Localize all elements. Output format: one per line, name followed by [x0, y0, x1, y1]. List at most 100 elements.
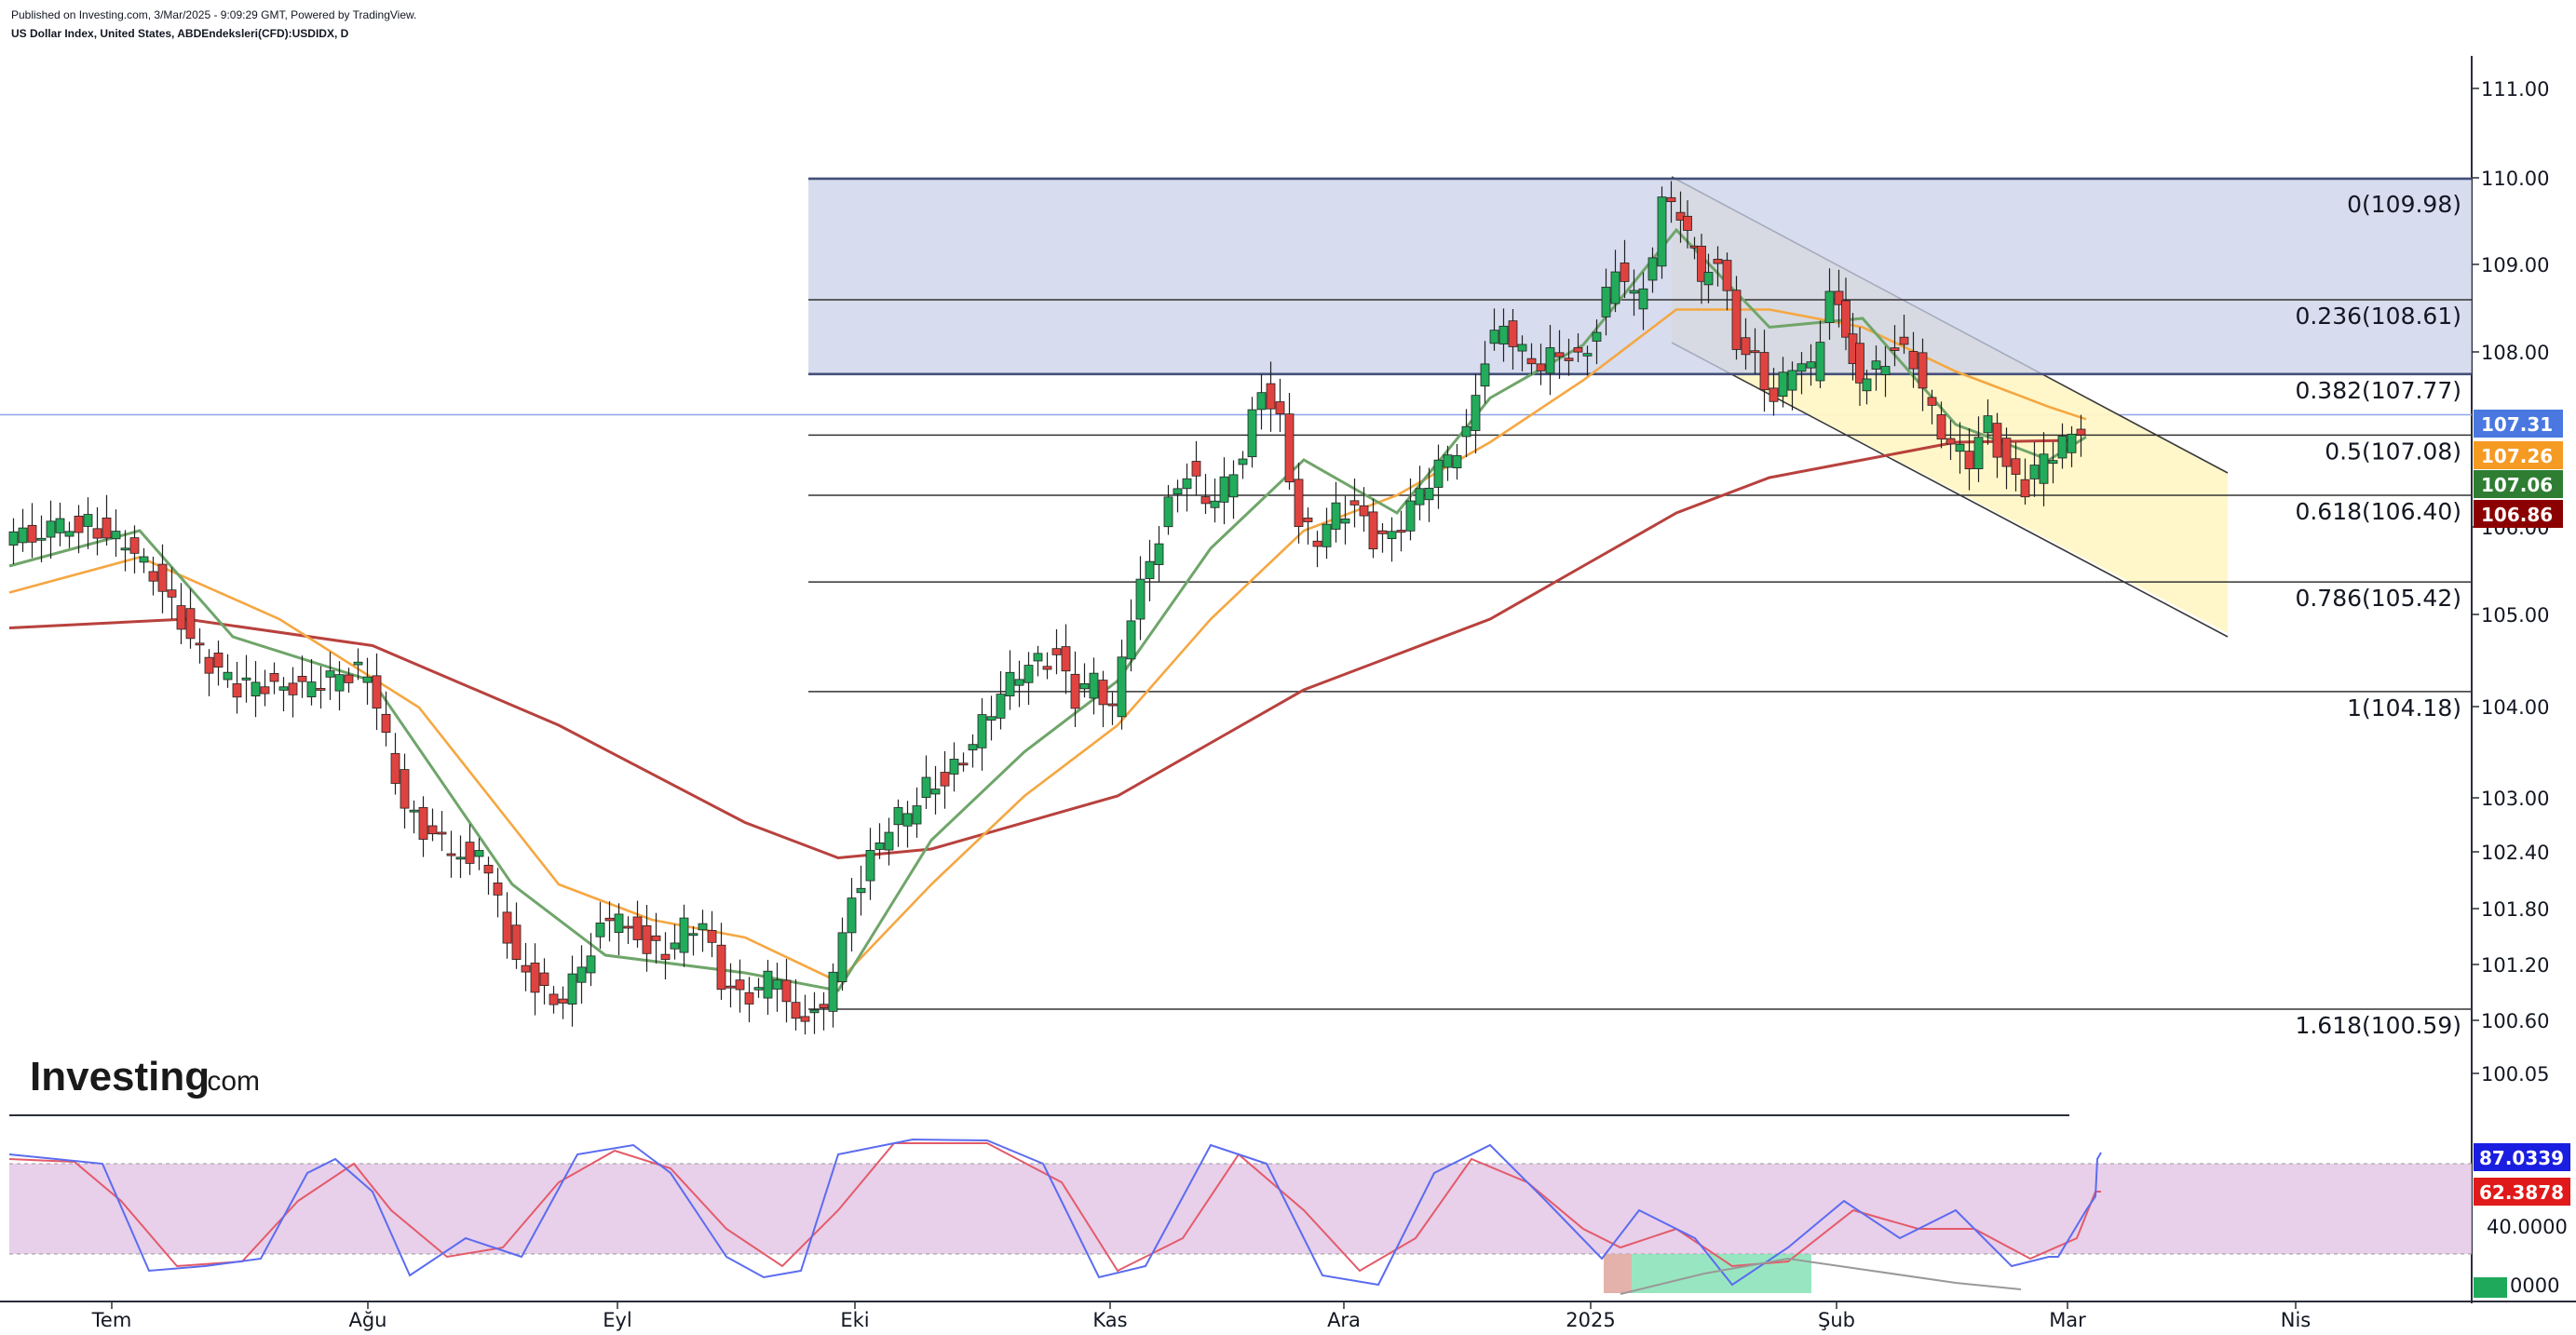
candle: [1182, 463, 1192, 512]
candle-body: [2001, 438, 2012, 467]
candle: [1219, 457, 1229, 525]
candle: [83, 497, 93, 549]
candle: [1154, 526, 1164, 582]
candle-body: [1024, 665, 1034, 683]
candle-body: [791, 1002, 801, 1019]
candle: [1908, 331, 1918, 388]
candle-body: [996, 694, 1006, 719]
candle: [55, 502, 65, 546]
candle: [427, 808, 438, 842]
candle: [1927, 389, 1937, 425]
candle-body: [772, 979, 782, 990]
candle: [1033, 645, 1043, 677]
candle-body: [278, 686, 289, 691]
candle-body: [372, 675, 382, 709]
candle-body: [893, 807, 903, 826]
candle-body: [260, 686, 270, 694]
candle: [772, 963, 782, 1012]
candle-body: [1936, 414, 1946, 440]
candle: [912, 787, 922, 838]
candle-body: [968, 744, 978, 751]
candle-body: [139, 556, 149, 563]
candle-body: [735, 979, 745, 991]
candle: [390, 733, 400, 795]
candle-body: [1498, 325, 1509, 344]
candle-body: [1145, 560, 1155, 579]
candle: [372, 653, 382, 731]
candle: [1918, 338, 1928, 411]
candle: [921, 755, 931, 809]
candle-body: [2011, 458, 2021, 475]
candle-body: [586, 955, 596, 974]
candle: [8, 518, 19, 565]
candle-body: [1014, 679, 1024, 686]
candle-body: [1841, 300, 1851, 338]
osc-tick-label: 0000: [2510, 1274, 2559, 1297]
candle: [1294, 462, 1304, 544]
price-badge: 107.26: [2474, 441, 2563, 469]
candle: [1042, 652, 1052, 680]
candle-body: [446, 853, 456, 856]
candle: [1145, 539, 1155, 601]
candle: [1396, 510, 1406, 552]
candle: [539, 958, 549, 1005]
candle-body: [1796, 363, 1807, 372]
candle: [1471, 373, 1481, 454]
candle: [1983, 399, 1993, 445]
candle-body: [1964, 451, 1974, 470]
candle: [1769, 368, 1779, 416]
candle: [1415, 465, 1425, 520]
candle-body: [1657, 196, 1667, 267]
candle: [688, 925, 698, 956]
candle: [735, 959, 745, 1013]
candle-body: [381, 713, 391, 734]
candle: [623, 916, 633, 944]
x-tick-label: Mar: [2049, 1309, 2086, 1331]
candle-body: [185, 608, 196, 640]
candle-body: [511, 924, 522, 961]
candle-body: [157, 563, 168, 592]
candle-body: [1173, 488, 1183, 495]
candle: [1014, 660, 1024, 708]
candle-body: [1210, 500, 1220, 508]
x-tick-label: Eyl: [603, 1309, 632, 1331]
candle: [595, 901, 605, 950]
price-badge: 107.31: [2474, 410, 2563, 438]
candle: [185, 588, 196, 649]
candle: [1173, 479, 1183, 513]
price-badge-value: 107.31: [2481, 413, 2553, 436]
candle-body: [1303, 518, 1313, 522]
candle-body: [1340, 519, 1350, 524]
candle-body: [1247, 409, 1257, 458]
candle-body: [1992, 423, 2002, 458]
candle: [1098, 670, 1108, 728]
candle-body: [632, 916, 643, 940]
candle: [2039, 432, 2049, 506]
candle-body: [344, 674, 354, 683]
candle-body: [837, 932, 847, 983]
candle: [1750, 328, 1760, 374]
candle: [260, 669, 270, 707]
candle: [157, 544, 168, 614]
candle-body: [353, 661, 363, 666]
candle: [1973, 416, 1984, 482]
candle-body: [865, 850, 875, 882]
candle-body: [856, 887, 866, 894]
candle-body: [1452, 455, 1462, 468]
candle-body: [1697, 245, 1706, 282]
candle: [874, 823, 885, 859]
candle: [1508, 308, 1518, 371]
fib-label: 0.236(108.61): [2295, 303, 2461, 330]
candle: [362, 657, 373, 705]
candle: [1443, 445, 1453, 481]
price-badge-value: 107.06: [2481, 474, 2553, 496]
candle-body: [781, 979, 792, 1003]
candle: [1759, 330, 1769, 412]
candle-body: [1415, 488, 1425, 506]
candle: [2001, 427, 2012, 490]
logo-suffix: .com: [199, 1066, 260, 1097]
candle: [288, 667, 298, 718]
candle: [251, 661, 261, 718]
candle-body: [288, 682, 298, 695]
